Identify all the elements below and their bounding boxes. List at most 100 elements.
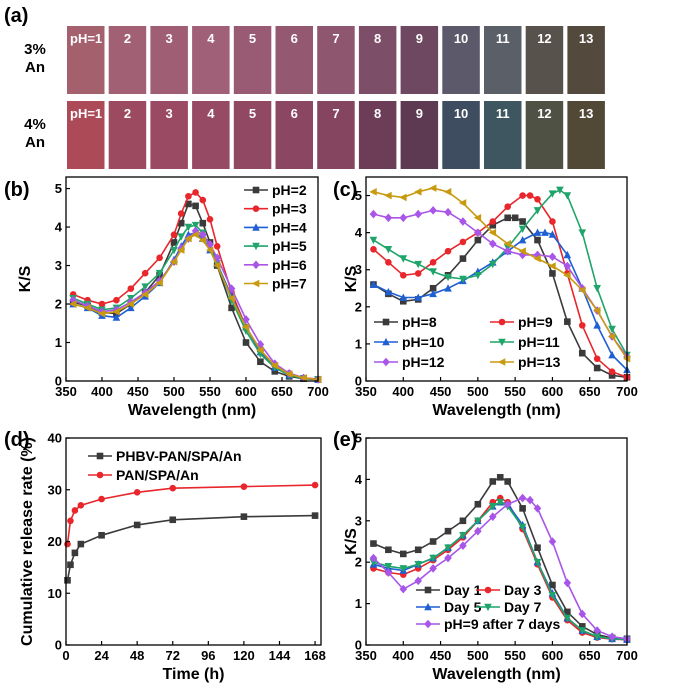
panel-a: (a) 3% An 4% An pH=1 2 3 4 5 6 7 8 9 10 11 12 13pH=1… (4, 5, 605, 169)
swatch-row1-2 (108, 26, 147, 94)
data-point-s3-7 (474, 271, 482, 280)
data-point-s3-16 (593, 284, 601, 293)
plot-frame (65, 176, 319, 382)
data-point-s3-15 (578, 627, 587, 635)
data-point-s0-7 (240, 513, 248, 520)
data-point-s1-12 (206, 216, 214, 223)
data-point-s5-10 (518, 247, 526, 255)
data-point-s5-6 (458, 199, 467, 207)
legend-marker-5 (497, 358, 506, 366)
swatch-row2-12 (525, 101, 564, 169)
data-point-s3-6 (459, 531, 467, 540)
data-point-s3-16 (593, 633, 601, 641)
y-tick-label-5: 5 (55, 181, 62, 196)
swatch-row1-3 (150, 26, 188, 94)
data-point-s0-11 (199, 219, 207, 227)
data-point-s5-1 (384, 191, 392, 200)
legend-label-2: Day 5 (444, 599, 482, 615)
data-point-s1-6 (169, 484, 177, 492)
chart-d: 0 24 48 72 96 120 144 168 0 10 20 30 40 Time (h) Cumul… (19, 431, 326, 684)
data-point-s4-8 (488, 239, 497, 249)
data-point-s0-17 (608, 372, 616, 379)
swatch-label-row2-5: 5 (249, 106, 256, 121)
data-point-s1-11 (199, 196, 207, 204)
data-point-s5-14 (578, 286, 586, 294)
x-tick-label-1: 400 (91, 384, 113, 399)
data-point-s1-2 (399, 271, 407, 279)
legend-marker-0 (424, 586, 432, 594)
legend-marker-0 (96, 452, 104, 460)
legend-label-4: pH=12 (402, 354, 445, 370)
x-tick-label-0: 350 (55, 384, 77, 399)
x-tick-label-4: 550 (504, 384, 526, 399)
data-point-s1-2 (71, 507, 79, 514)
data-point-s2-4 (429, 289, 437, 298)
swatch-label-row1-7: 7 (332, 31, 339, 46)
data-point-s4-3 (414, 576, 422, 586)
legend-label-0: PHBV-PAN/SPA/An (116, 448, 242, 464)
data-point-s1-8 (177, 210, 185, 217)
data-point-s3-12 (548, 190, 557, 198)
data-point-s5-13 (213, 261, 221, 270)
data-point-s0-8 (489, 478, 497, 485)
data-point-s3-8 (488, 503, 497, 511)
data-point-s1-15 (578, 322, 586, 329)
data-point-s5-12 (205, 246, 214, 254)
y-axis-label: K/S (17, 265, 34, 292)
legend-label-1: pH=3 (272, 201, 307, 217)
data-point-s3-1 (384, 563, 393, 571)
data-point-s4-14 (227, 284, 236, 293)
data-point-s3-9 (184, 223, 193, 232)
swatch-row2-13 (567, 101, 605, 169)
data-point-s5-3 (112, 307, 120, 316)
data-point-s4-0 (69, 295, 77, 305)
data-point-s4-15 (578, 609, 587, 619)
data-point-s1-3 (113, 296, 120, 304)
data-point-s5-11 (533, 254, 541, 263)
data-point-s2-4 (127, 303, 135, 312)
data-point-s0-6 (169, 516, 177, 524)
data-point-s4-1 (384, 213, 393, 223)
panel-a-label: (a) (4, 5, 28, 27)
swatch-row2-4 (192, 101, 230, 169)
legend-label-3: pH=5 (272, 238, 307, 254)
swatch-label-row1-4: 4 (207, 31, 215, 46)
data-point-s1-2 (98, 300, 106, 308)
data-point-s0-2 (399, 550, 407, 558)
swatch-row2-7 (317, 101, 355, 169)
swatch-row2-9 (400, 101, 439, 169)
data-point-s0-13 (549, 270, 556, 277)
data-point-s1-6 (459, 238, 467, 246)
data-point-s4-10 (518, 250, 527, 260)
series-line-2 (72, 231, 319, 381)
data-point-s1-5 (444, 247, 452, 255)
data-point-s1-10 (192, 189, 199, 196)
data-point-s5-16 (256, 346, 264, 355)
data-point-s0-5 (444, 527, 452, 535)
data-point-s5-4 (429, 184, 437, 192)
data-point-s1-13 (213, 242, 221, 250)
swatch-label-row2-2: 2 (124, 106, 131, 121)
x-tick-label-6: 144 (269, 648, 291, 663)
x-tick-label-5: 600 (235, 384, 257, 399)
y-tick-label-0: 0 (355, 374, 362, 389)
data-point-s0-12 (534, 236, 541, 244)
data-point-s5-17 (270, 361, 279, 370)
data-point-s1-3 (77, 501, 85, 509)
swatch-label-row2-13: 13 (579, 106, 593, 121)
chart-b: 350 400 450 500 550 600 650 700 0 1 2 3 4 5 Wavelength… (17, 176, 329, 419)
swatch-row1-11 (484, 26, 522, 94)
data-point-s4-16 (593, 626, 601, 635)
data-point-s4-7 (474, 228, 482, 237)
data-point-s4-0 (369, 209, 378, 219)
data-point-s0-9 (496, 474, 504, 481)
data-point-s3-10 (191, 221, 200, 230)
swatch-row1-6 (275, 26, 313, 94)
data-point-s0-14 (564, 608, 571, 616)
legend-label-0: pH=2 (272, 182, 307, 198)
y-tick-label-1: 1 (355, 596, 362, 611)
legend-label-0: pH=8 (402, 314, 437, 330)
plot-frame (365, 176, 628, 382)
swatch-row1-4 (192, 26, 230, 94)
